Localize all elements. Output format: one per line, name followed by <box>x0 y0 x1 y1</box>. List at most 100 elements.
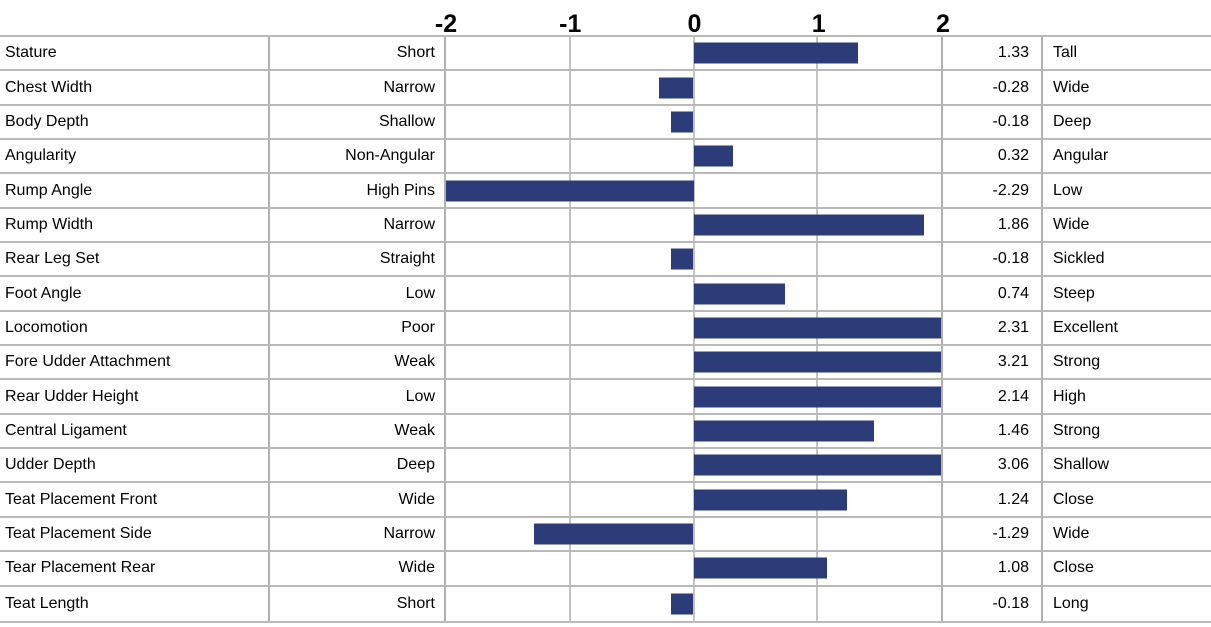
trait-row: Rump Width Narrow 1.86 Wide <box>0 208 1211 244</box>
axis-tick-label: 1 <box>811 10 826 38</box>
low-descriptor: Wide <box>268 483 446 516</box>
trait-row: Tear Placement Rear Wide 1.08 Close <box>0 552 1211 587</box>
high-descriptor: Angular <box>1053 147 1109 165</box>
sta-value: 1.24 <box>943 483 1043 516</box>
x-axis: -2 -1 0 1 2 <box>435 0 950 38</box>
trait-row: Rear Leg Set Straight -0.18 Sickled <box>0 243 1211 278</box>
bar-track <box>446 37 943 70</box>
low-descriptor: Narrow <box>268 208 446 242</box>
sta-value: -0.18 <box>943 105 1043 139</box>
low-descriptor: Low <box>268 277 446 310</box>
low-descriptor: High Pins <box>268 174 446 207</box>
axis-tick-label: 2 <box>936 10 950 38</box>
trait-name: Angularity <box>5 147 77 165</box>
bar-track <box>446 277 943 310</box>
low-descriptor: Non-Angular <box>268 140 446 173</box>
bar-track <box>446 174 943 207</box>
trait-name: Chest Width <box>5 78 93 96</box>
sta-bar <box>658 77 694 99</box>
trait-name: Rump Width <box>5 215 94 233</box>
high-descriptor: Steep <box>1053 284 1095 302</box>
low-descriptor: Narrow <box>268 517 446 551</box>
sta-bar <box>693 317 941 339</box>
sta-value: 1.33 <box>943 37 1043 70</box>
sta-bar <box>693 557 828 579</box>
sta-bar <box>693 454 941 476</box>
trait-name: Teat Length <box>5 594 89 612</box>
trait-row: Udder Depth Deep 3.06 Shallow <box>0 449 1211 484</box>
low-descriptor: Low <box>268 380 446 413</box>
trait-name: Locomotion <box>5 318 88 336</box>
trait-row: Central Ligament Weak 1.46 Strong <box>0 414 1211 450</box>
sta-bar <box>693 145 734 167</box>
trait-row: Foot Angle Low 0.74 Steep <box>0 277 1211 312</box>
bar-track <box>446 517 943 551</box>
high-descriptor: Close <box>1053 559 1094 577</box>
bar-track <box>446 449 943 482</box>
sta-value: 1.46 <box>943 414 1043 448</box>
high-descriptor: Excellent <box>1053 318 1118 336</box>
trait-row: Body Depth Shallow -0.18 Deep <box>0 105 1211 141</box>
bar-track <box>446 311 943 345</box>
sta-value: 3.21 <box>943 346 1043 379</box>
trait-name: Body Depth <box>5 112 89 130</box>
sta-value: 2.14 <box>943 380 1043 413</box>
trait-row: Angularity Non-Angular 0.32 Angular <box>0 140 1211 175</box>
bar-track <box>446 140 943 173</box>
low-descriptor: Weak <box>268 346 446 379</box>
trait-name: Udder Depth <box>5 456 96 474</box>
trait-name: Stature <box>5 44 57 62</box>
high-descriptor: Shallow <box>1053 456 1110 474</box>
bar-track <box>446 105 943 139</box>
high-descriptor: Low <box>1053 181 1083 199</box>
high-descriptor: Long <box>1053 594 1089 612</box>
sta-value: 1.08 <box>943 552 1043 585</box>
sta-bar <box>693 283 786 305</box>
bar-track <box>446 380 943 413</box>
trait-row: Teat Placement Front Wide 1.24 Close <box>0 483 1211 518</box>
high-descriptor: Wide <box>1053 215 1090 233</box>
sta-value: 2.31 <box>943 311 1043 345</box>
sta-value: -0.18 <box>943 586 1043 621</box>
low-descriptor: Weak <box>268 414 446 448</box>
low-descriptor: Deep <box>268 449 446 482</box>
high-descriptor: High <box>1053 387 1086 405</box>
trait-name: Foot Angle <box>5 284 82 302</box>
high-descriptor: Deep <box>1053 112 1092 130</box>
trait-row: Rump Angle High Pins -2.29 Low <box>0 174 1211 209</box>
sta-bar <box>671 111 694 133</box>
bar-track <box>446 586 943 621</box>
axis-tick-label: -2 <box>434 10 458 38</box>
header-spacer-trait <box>0 0 268 35</box>
header-spacer-value <box>943 0 1043 35</box>
sta-bar <box>693 386 941 408</box>
trait-name: Rear Udder Height <box>5 387 139 405</box>
sta-value: 0.32 <box>943 140 1043 173</box>
sta-value: 0.74 <box>943 277 1043 310</box>
trait-name: Teat Placement Side <box>5 524 152 542</box>
low-descriptor: Short <box>268 37 446 70</box>
sta-bar <box>671 248 694 270</box>
header-spacer-low <box>268 0 446 35</box>
sta-bar <box>533 523 694 545</box>
trait-row: Rear Udder Height Low 2.14 High <box>0 380 1211 415</box>
sta-bar <box>671 593 694 615</box>
high-descriptor: Wide <box>1053 524 1090 542</box>
trait-row: Locomotion Poor 2.31 Excellent <box>0 311 1211 347</box>
low-descriptor: Narrow <box>268 71 446 104</box>
sta-value: -2.29 <box>943 174 1043 207</box>
bar-track <box>446 208 943 242</box>
sta-bar <box>693 489 847 511</box>
sta-bar <box>693 351 941 373</box>
low-descriptor: Wide <box>268 552 446 585</box>
trait-row: Fore Udder Attachment Weak 3.21 Strong <box>0 346 1211 381</box>
sta-bar <box>693 214 924 236</box>
trait-name: Teat Placement Front <box>5 490 158 508</box>
sta-bar <box>693 420 875 442</box>
low-descriptor: Short <box>268 586 446 621</box>
trait-row: Teat Length Short -0.18 Long <box>0 586 1211 621</box>
high-descriptor: Close <box>1053 490 1094 508</box>
trait-name: Central Ligament <box>5 421 127 439</box>
bar-track <box>446 346 943 379</box>
